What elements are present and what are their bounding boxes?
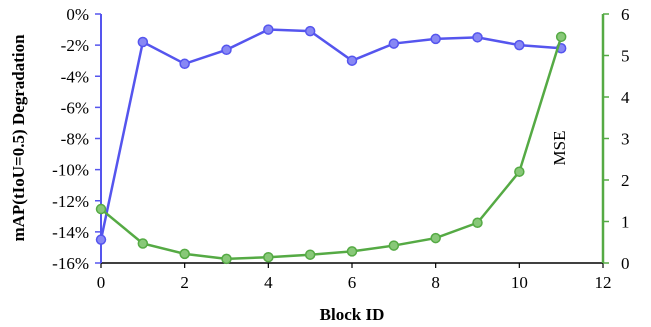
mse-data-point [179,248,190,260]
right-y-axis-title: MSE [550,131,569,166]
chart-series [95,24,567,265]
degradation-data-point [304,25,316,37]
right-y-tick-label: 3 [621,130,630,149]
x-tick-label: 10 [511,273,528,292]
right-y-tick-label: 4 [621,88,630,107]
degradation-data-point [263,24,274,35]
mse-data-point [555,31,567,43]
right-y-tick-label: 0 [621,254,630,273]
degradation-data-point [388,38,400,49]
degradation-data-point [137,36,149,48]
right-y-tick-label: 2 [621,171,630,190]
left-y-tick-label: -14% [52,223,89,242]
mse-data-point [137,238,149,249]
x-tick-label: 2 [180,273,189,292]
mse-data-point [430,232,441,244]
left-y-axis-title: mAP(tIoU=0.5) Degradation [9,34,28,242]
x-tick-label: 8 [431,273,440,292]
degradation-data-point [472,32,483,43]
mse-series-line [100,36,563,261]
degradation-data-point [346,55,358,66]
x-tick-label: 6 [348,273,357,292]
mse-data-point [263,251,274,263]
mse-data-point [472,217,483,228]
degradation-data-point [221,44,232,56]
left-y-tick-label: 0% [66,5,89,24]
mse-data-point [304,249,316,260]
degradation-data-point [95,234,107,245]
left-y-tick-label: -2% [61,36,89,55]
right-y-tick-label: 5 [621,47,630,66]
x-tick-label: 4 [264,273,273,292]
left-y-tick-label: -16% [52,254,89,273]
mse-data-point [346,246,358,257]
x-axis-title: Block ID [320,305,385,324]
mse-data-point [514,166,525,177]
x-tick-label: 0 [97,273,106,292]
axis-ticks: 0 2 4 6 8 10 120%-2%-4%-6%-8%-10%-12%-14%-16% 0… [52,5,630,292]
chart-axes [100,14,605,264]
degradation-series-line [99,28,562,240]
right-y-tick-label: 6 [621,5,630,24]
degradation-data-point [179,58,190,70]
left-y-tick-label: -6% [61,98,89,117]
x-tick-label: 12 [595,273,612,292]
degradation-data-point [430,33,441,45]
right-y-tick-label: 1 [621,213,630,232]
degradation-data-point [514,39,525,51]
mse-data-point [95,203,107,215]
left-y-tick-label: -10% [52,161,89,180]
mse-data-point [388,240,400,251]
left-y-tick-label: -8% [61,130,89,149]
left-y-tick-label: -12% [52,192,89,211]
mse-data-point [221,253,232,265]
left-y-tick-label: -4% [61,67,89,86]
